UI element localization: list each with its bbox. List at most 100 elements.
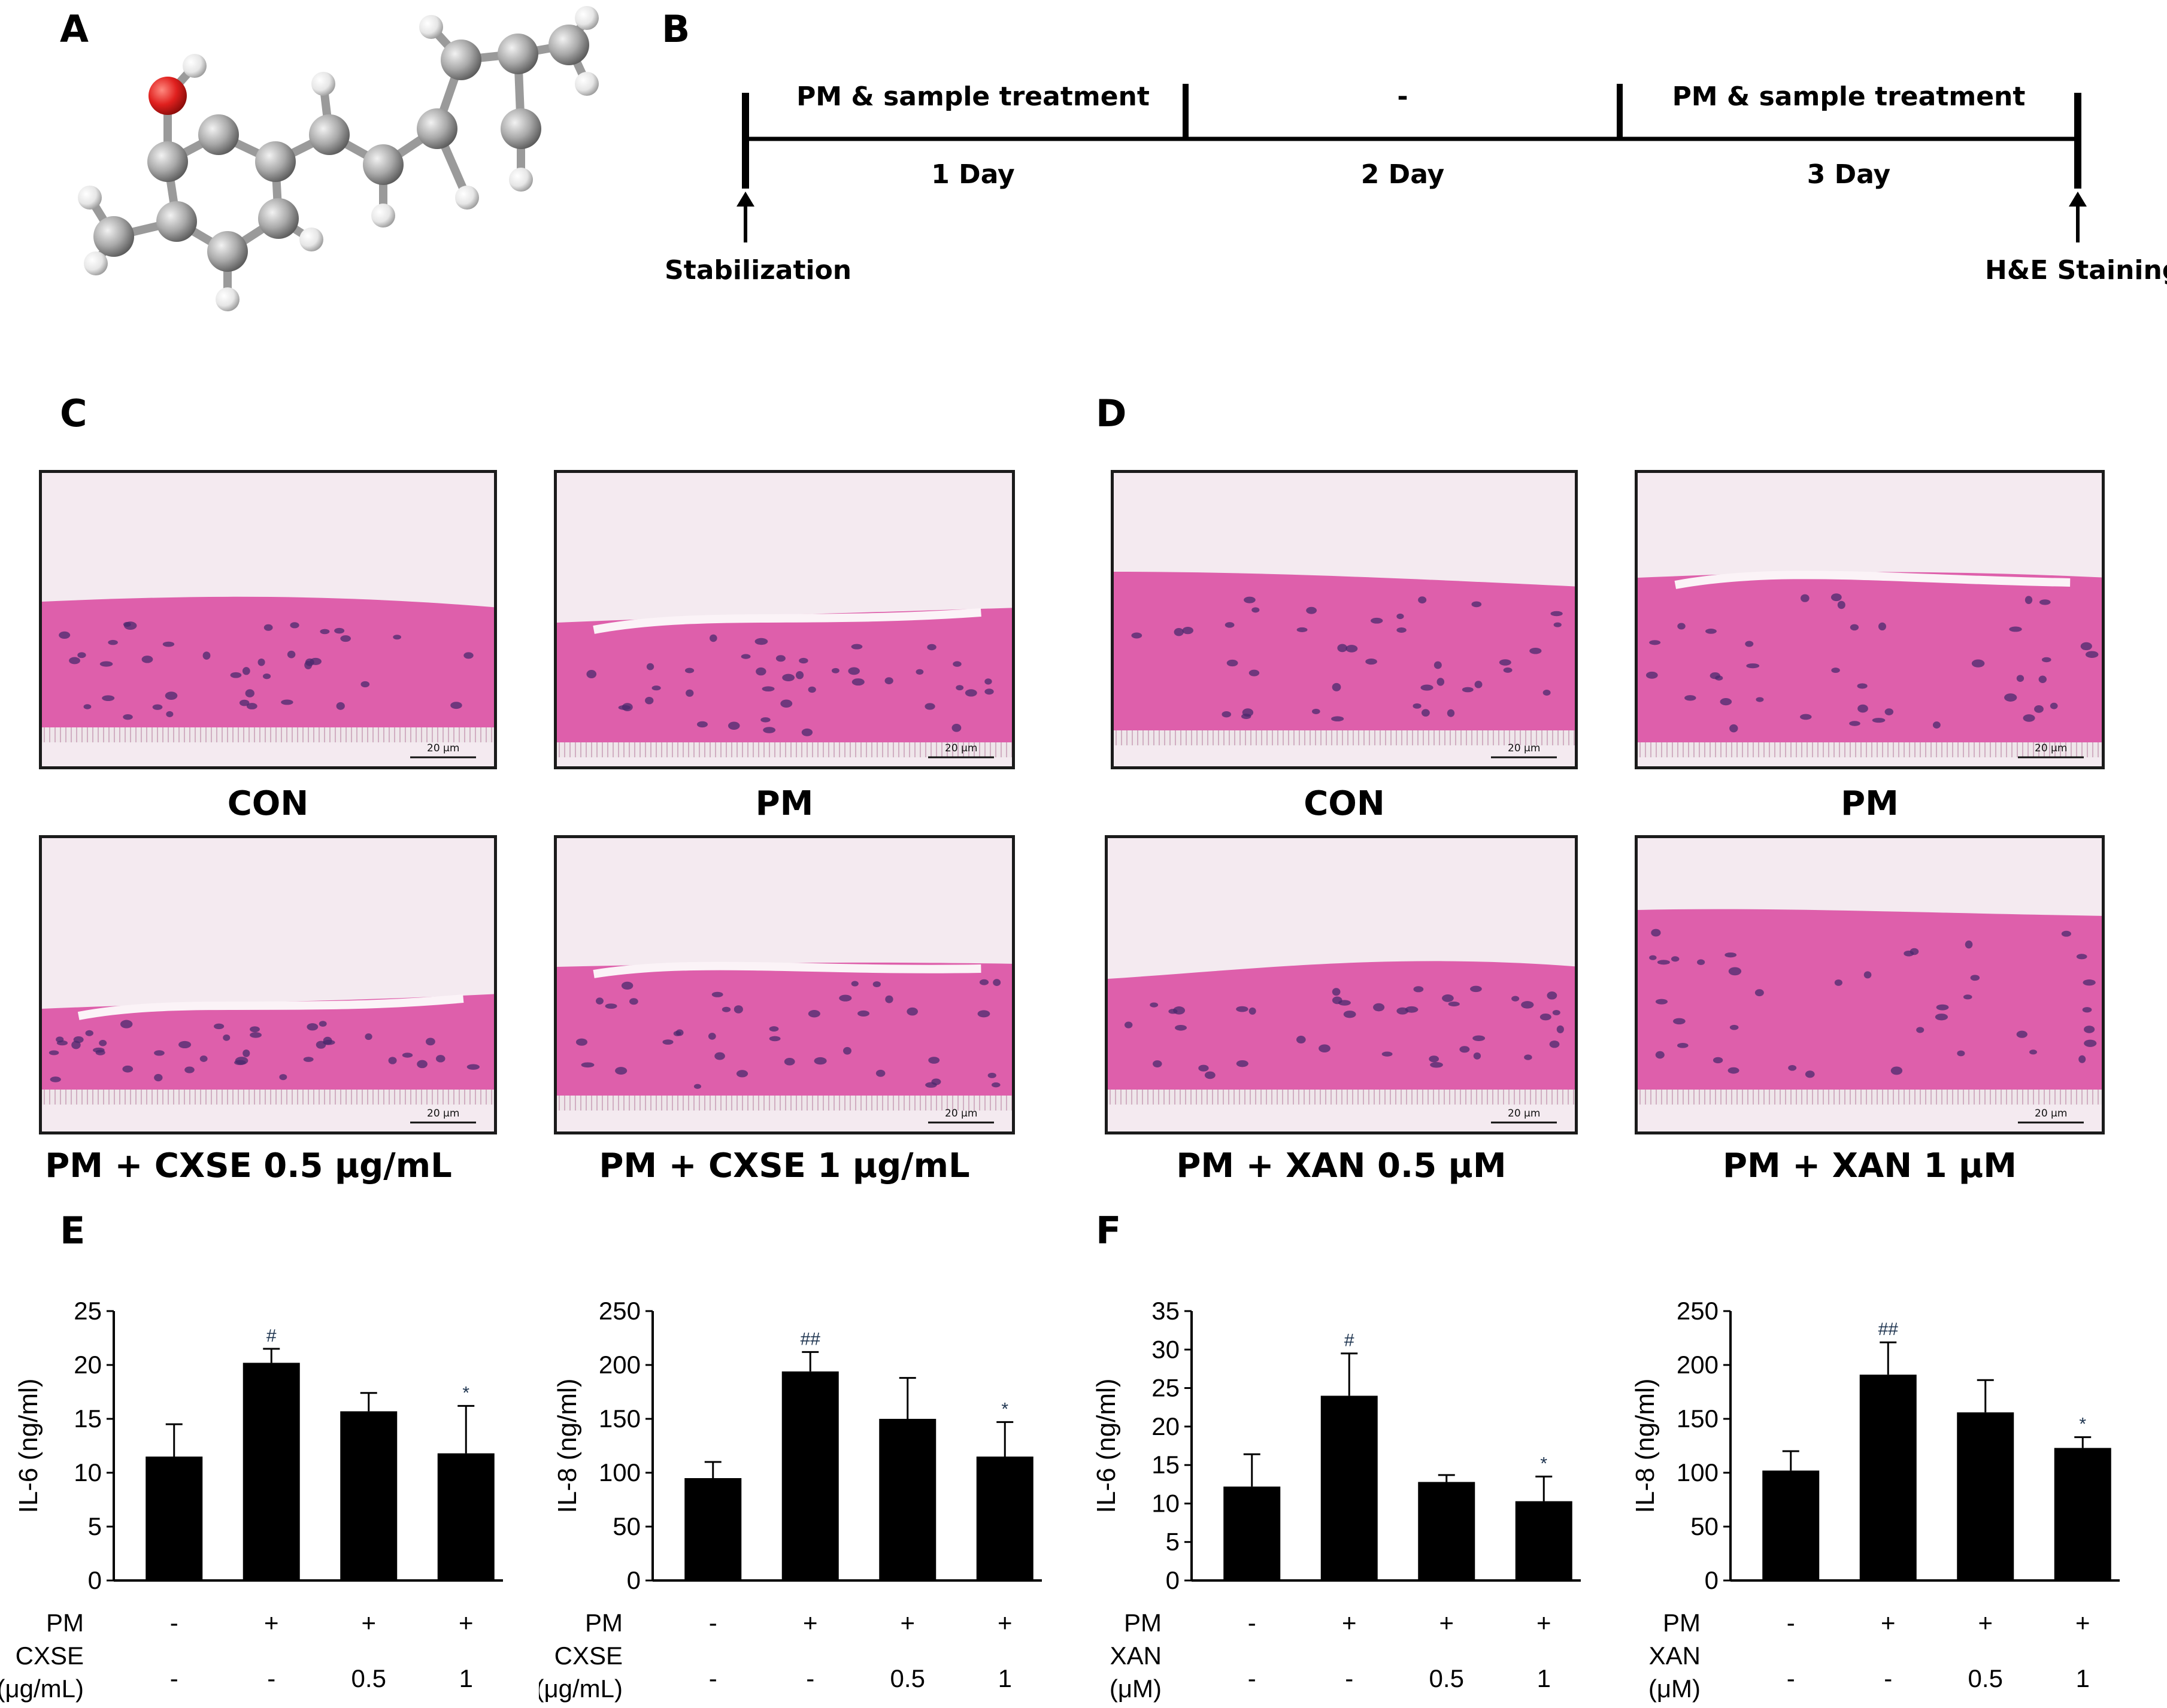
significance-mark: # xyxy=(266,1326,277,1346)
row-label: PM xyxy=(585,1609,623,1637)
row-value: - xyxy=(170,1609,178,1637)
row-value: 0.5 xyxy=(890,1664,925,1692)
row-value: - xyxy=(1248,1609,1256,1637)
row-value: - xyxy=(170,1664,178,1692)
row-label: PM xyxy=(46,1609,84,1637)
panel-label-c: C xyxy=(60,392,87,435)
row-value: + xyxy=(1439,1609,1454,1637)
y-tick-label: 50 xyxy=(1690,1512,1719,1540)
significance-mark: * xyxy=(2079,1415,2086,1434)
y-tick-label: 50 xyxy=(613,1512,641,1540)
row-value: - xyxy=(267,1664,275,1692)
y-tick-label: 0 xyxy=(627,1566,641,1594)
row-value: + xyxy=(1881,1609,1896,1637)
caption-c-pm: PM xyxy=(755,784,814,823)
row-value: 1 xyxy=(2076,1664,2090,1692)
caption-d-pm: PM xyxy=(1841,784,1899,823)
caption-c-con: CON xyxy=(227,784,309,823)
y-tick-label: 200 xyxy=(1677,1351,1719,1379)
bar xyxy=(684,1478,742,1580)
y-tick-label: 250 xyxy=(599,1297,641,1325)
y-tick-label: 15 xyxy=(74,1404,102,1433)
phase3-top-label: PM & sample treatment xyxy=(1672,81,2026,112)
row-label: XAN xyxy=(1110,1642,1162,1670)
chart-e-il8: 0 50 100 150 200 250 IL-8 (ng/ml) ## * PM - + + + CXSE… xyxy=(539,1297,1042,1703)
phase2-bottom-label: 2 Day xyxy=(1360,159,1445,190)
row-value: + xyxy=(803,1609,818,1637)
histology-image: 20 μm xyxy=(1635,470,2105,769)
row-value: - xyxy=(1345,1664,1353,1692)
caption-d-xan-1: PM + XAN 1 μM xyxy=(1723,1146,2017,1185)
molecule-model xyxy=(78,6,599,311)
y-tick-label: 20 xyxy=(74,1351,102,1379)
row-value: + xyxy=(264,1609,279,1637)
row-label: (μM) xyxy=(1110,1674,1162,1703)
row-value: + xyxy=(900,1609,915,1637)
row-value: - xyxy=(1787,1609,1795,1637)
chart-e-il6: 0 5 10 15 20 25 IL-6 (ng/ml) # * PM - + + + CXSE - - 0.5 1… xyxy=(0,1297,503,1703)
panel-label-a: A xyxy=(60,7,89,51)
y-tick-label: 30 xyxy=(1151,1335,1180,1363)
bar xyxy=(340,1411,398,1580)
y-axis-label: IL-6 (ng/ml) xyxy=(14,1379,43,1513)
y-tick-label: 0 xyxy=(1166,1566,1180,1594)
y-tick-label: 100 xyxy=(599,1458,641,1486)
he-staining-label: H&E Staining xyxy=(1985,255,2167,286)
y-tick-label: 200 xyxy=(599,1351,641,1379)
scale-bar-label: 20 μm xyxy=(2035,1108,2068,1120)
bar xyxy=(1515,1501,1572,1580)
bar xyxy=(1859,1375,1917,1580)
y-tick-label: 20 xyxy=(1151,1412,1180,1440)
y-tick-label: 150 xyxy=(1677,1404,1719,1433)
bar xyxy=(879,1419,936,1580)
row-label: (μg/mL) xyxy=(0,1674,84,1703)
significance-mark: ## xyxy=(801,1329,821,1349)
row-label: (μM) xyxy=(1648,1674,1701,1703)
significance-mark: * xyxy=(1540,1454,1547,1473)
y-axis-label: IL-6 (ng/ml) xyxy=(1092,1379,1121,1513)
scale-bar-label: 20 μm xyxy=(2035,742,2068,754)
row-value: - xyxy=(1884,1664,1892,1692)
y-tick-label: 25 xyxy=(1151,1374,1180,1402)
significance-mark: ## xyxy=(1878,1319,1899,1339)
row-value: 0.5 xyxy=(1968,1664,2003,1692)
row-value: + xyxy=(2075,1609,2090,1637)
y-tick-label: 10 xyxy=(1151,1489,1180,1517)
histology-image: 20 μm xyxy=(1635,835,2105,1134)
histology-image: 20 μm xyxy=(1111,470,1578,769)
phase2-top-label: - xyxy=(1397,81,1408,112)
panel-label-b: B xyxy=(662,7,690,51)
scale-bar-label: 20 μm xyxy=(1508,1108,1541,1120)
caption-d-xan-05: PM + XAN 0.5 μM xyxy=(1176,1146,1507,1185)
row-value: - xyxy=(806,1664,814,1692)
significance-mark: * xyxy=(462,1383,469,1403)
row-value: + xyxy=(1978,1609,1993,1637)
y-axis-label: IL-8 (ng/ml) xyxy=(553,1379,582,1513)
significance-mark: * xyxy=(1001,1399,1008,1419)
y-tick-label: 25 xyxy=(74,1297,102,1325)
row-value: + xyxy=(1342,1609,1357,1637)
phase3-bottom-label: 3 Day xyxy=(1807,159,1891,190)
caption-c-cxse-1: PM + CXSE 1 μg/mL xyxy=(599,1146,970,1185)
caption-c-cxse-05: PM + CXSE 0.5 μg/mL xyxy=(45,1146,452,1185)
row-value: 1 xyxy=(998,1664,1012,1692)
y-tick-label: 5 xyxy=(88,1512,102,1540)
y-tick-label: 10 xyxy=(74,1458,102,1486)
bar xyxy=(1418,1482,1475,1580)
bar xyxy=(1957,1412,2014,1580)
row-value: - xyxy=(709,1609,717,1637)
timeline-axis xyxy=(737,84,2087,242)
chart-f-il6: 0 5 10 15 20 25 30 35 IL-6 (ng/ml) # * PM - + + + XAN - - 0… xyxy=(1092,1297,1581,1703)
y-tick-label: 35 xyxy=(1151,1297,1180,1325)
row-value: + xyxy=(998,1609,1013,1637)
y-tick-label: 0 xyxy=(1705,1566,1719,1594)
scale-bar-label: 20 μm xyxy=(427,742,460,754)
bar xyxy=(1320,1395,1378,1580)
histology-image: 20 μm xyxy=(1105,835,1578,1134)
row-value: - xyxy=(1248,1664,1256,1692)
bar xyxy=(146,1457,203,1580)
y-tick-label: 100 xyxy=(1677,1458,1719,1486)
row-label: XAN xyxy=(1649,1642,1701,1670)
y-axis-label: IL-8 (ng/ml) xyxy=(1630,1379,1660,1513)
